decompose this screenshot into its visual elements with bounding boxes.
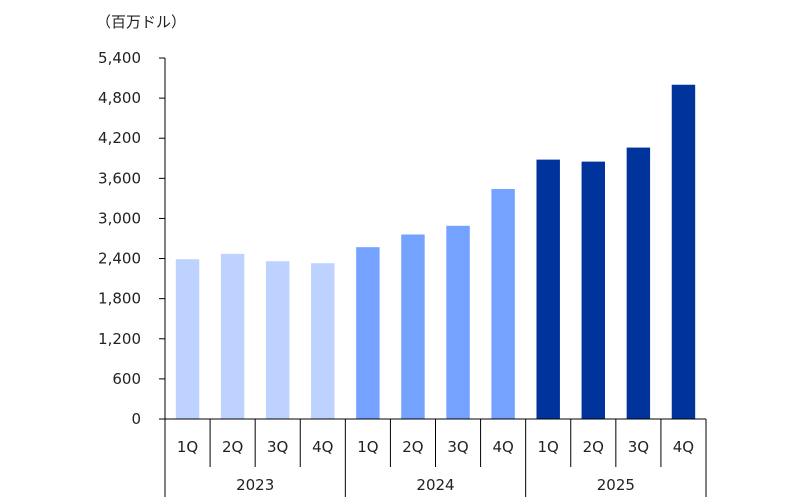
y-tick-label: 5,400: [98, 49, 141, 67]
y-axis-ticks: 5,400 4,800 4,200 3,600 3,000 2,400 1,800 1,200…: [98, 49, 165, 428]
bar-2023-3Q: [265, 261, 290, 419]
y-tick-label: 4,800: [98, 89, 141, 107]
x-quarter-label: 3Q: [447, 438, 468, 456]
y-tick-label: 1,800: [98, 290, 141, 308]
x-quarter-label: 1Q: [538, 438, 559, 456]
bar-2025-1Q: [536, 159, 560, 420]
x-quarter-label: 2Q: [583, 438, 604, 456]
bars: [175, 84, 696, 420]
bar-2023-1Q: [175, 259, 200, 419]
axes: [164, 58, 707, 497]
y-tick-label: 4,200: [98, 129, 141, 147]
y-tick-label: 2,400: [98, 250, 141, 268]
x-quarter-label: 2Q: [402, 438, 423, 456]
x-quarter-label: 2Q: [222, 438, 243, 456]
bar-2024-3Q: [446, 225, 470, 419]
bar-2024-1Q: [356, 247, 380, 419]
x-quarter-label: 1Q: [357, 438, 378, 456]
bar-2023-2Q: [220, 253, 245, 419]
y-tick-label: 600: [112, 370, 141, 388]
bar-2023-4Q: [311, 263, 335, 419]
x-quarter-label: 4Q: [312, 438, 333, 456]
x-quarter-label: 3Q: [628, 438, 649, 456]
unit-label: （百万ドル）: [96, 13, 186, 31]
x-year-label: 2025: [597, 476, 635, 494]
x-quarter-label: 3Q: [267, 438, 288, 456]
x-year-label: 2023: [236, 476, 274, 494]
x-quarter-label: 1Q: [177, 438, 198, 456]
y-tick-label: 0: [131, 410, 141, 428]
x-quarter-label: 4Q: [673, 438, 694, 456]
bar-2025-4Q: [671, 84, 696, 420]
x-axis-labels: 1Q 2Q 3Q 4Q 2023 1Q 2Q 3Q 4Q 2024 1Q 2Q 3Q 4Q 2025: [177, 438, 694, 494]
bar-2025-3Q: [626, 147, 651, 419]
x-year-label: 2024: [416, 476, 454, 494]
bar-2025-2Q: [581, 161, 606, 420]
y-tick-label: 3,000: [98, 209, 141, 227]
y-tick-label: 1,200: [98, 330, 141, 348]
bar-2024-2Q: [401, 234, 425, 419]
bar-2024-4Q: [491, 189, 515, 419]
x-quarter-label: 4Q: [492, 438, 513, 456]
y-tick-label: 3,600: [98, 169, 141, 187]
